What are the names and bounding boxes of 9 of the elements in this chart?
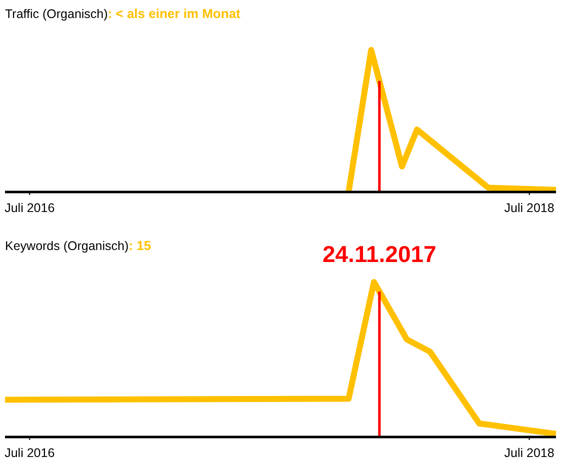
x-tick-label: Juli 2016 <box>4 446 55 460</box>
chart-title: Traffic (Organisch) <box>5 7 108 21</box>
x-tick-label: Juli 2018 <box>504 446 554 460</box>
ref-line-label: 24.11.2017 <box>322 241 436 267</box>
chart-subtitle: : < als einer im Monat <box>108 6 242 21</box>
chart-title: Keywords (Organisch) <box>5 239 129 253</box>
x-tick-label: Juli 2016 <box>4 201 55 215</box>
x-tick-label: Juli 2018 <box>504 201 554 215</box>
chart-subtitle: : 15 <box>128 238 152 253</box>
